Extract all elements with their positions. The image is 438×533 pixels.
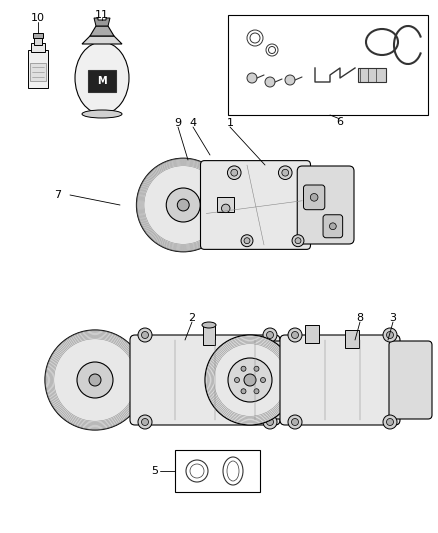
FancyBboxPatch shape: [269, 341, 317, 419]
Polygon shape: [90, 26, 114, 36]
Circle shape: [263, 328, 277, 342]
Circle shape: [244, 238, 250, 244]
Circle shape: [288, 415, 302, 429]
Circle shape: [241, 389, 246, 394]
Text: 6: 6: [336, 117, 343, 127]
Ellipse shape: [82, 110, 122, 118]
Ellipse shape: [202, 322, 216, 328]
Circle shape: [292, 332, 299, 338]
Circle shape: [77, 362, 113, 398]
Circle shape: [228, 358, 272, 402]
FancyBboxPatch shape: [304, 185, 325, 209]
Circle shape: [295, 238, 301, 244]
Text: 7: 7: [54, 190, 62, 200]
Bar: [28, 50, 48, 88]
Circle shape: [141, 332, 148, 338]
Ellipse shape: [75, 42, 129, 114]
Circle shape: [177, 199, 189, 211]
Text: 1: 1: [226, 118, 233, 128]
Text: 2: 2: [188, 313, 195, 323]
Text: 9: 9: [174, 118, 182, 128]
Circle shape: [244, 374, 256, 386]
Text: 11: 11: [95, 10, 109, 20]
FancyBboxPatch shape: [130, 335, 280, 425]
Bar: [203, 325, 215, 345]
Circle shape: [279, 166, 292, 180]
Text: 10: 10: [31, 13, 45, 23]
Circle shape: [265, 77, 275, 87]
Bar: [305, 325, 319, 343]
Circle shape: [263, 415, 277, 429]
Bar: [175, 450, 260, 492]
Text: M: M: [97, 76, 107, 86]
Polygon shape: [82, 36, 122, 44]
Bar: [34, 37, 42, 45]
Text: 5: 5: [152, 466, 159, 476]
Text: 4: 4: [190, 118, 197, 128]
Circle shape: [292, 418, 299, 425]
Circle shape: [231, 169, 238, 176]
Bar: [358, 68, 386, 82]
Circle shape: [386, 332, 393, 338]
Circle shape: [282, 169, 289, 176]
Text: 8: 8: [357, 313, 364, 323]
Circle shape: [311, 193, 318, 201]
Circle shape: [241, 235, 253, 247]
Bar: [217, 197, 234, 212]
Polygon shape: [94, 18, 110, 26]
Bar: [33, 33, 43, 38]
Circle shape: [227, 166, 241, 180]
Circle shape: [383, 415, 397, 429]
FancyBboxPatch shape: [280, 335, 400, 425]
Circle shape: [45, 330, 145, 430]
FancyBboxPatch shape: [201, 160, 311, 249]
Circle shape: [89, 374, 101, 386]
Circle shape: [288, 328, 302, 342]
Circle shape: [205, 335, 295, 425]
Circle shape: [247, 73, 257, 83]
Bar: [88, 70, 116, 92]
Circle shape: [383, 328, 397, 342]
Circle shape: [137, 158, 230, 252]
Circle shape: [241, 366, 246, 372]
Circle shape: [329, 223, 336, 230]
Circle shape: [234, 377, 240, 383]
FancyBboxPatch shape: [297, 166, 354, 244]
Circle shape: [266, 418, 273, 425]
Circle shape: [222, 204, 230, 213]
Bar: [31, 43, 45, 52]
Circle shape: [254, 366, 259, 372]
Circle shape: [166, 188, 200, 222]
Circle shape: [254, 389, 259, 394]
Bar: [228, 15, 428, 115]
Circle shape: [261, 377, 265, 383]
Circle shape: [386, 418, 393, 425]
Bar: [30, 63, 46, 81]
Circle shape: [292, 235, 304, 247]
FancyBboxPatch shape: [323, 215, 343, 238]
Circle shape: [285, 75, 295, 85]
Circle shape: [266, 332, 273, 338]
Circle shape: [138, 328, 152, 342]
Text: 3: 3: [389, 313, 396, 323]
FancyBboxPatch shape: [389, 341, 432, 419]
Circle shape: [138, 415, 152, 429]
Bar: [345, 330, 359, 348]
Circle shape: [141, 418, 148, 425]
